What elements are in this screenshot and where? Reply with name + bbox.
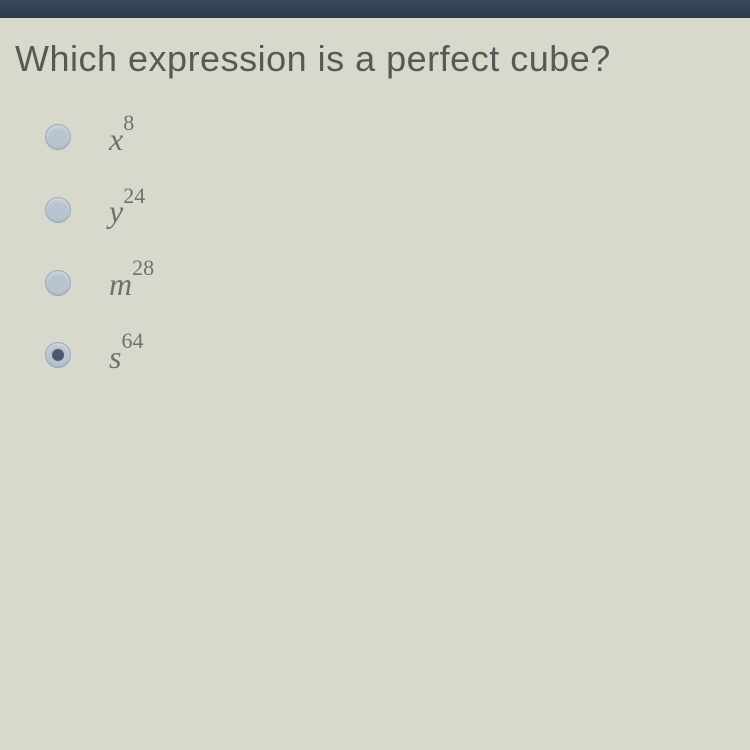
option-2[interactable]: y24: [45, 193, 735, 228]
expression-1: x8: [109, 120, 134, 155]
option-4[interactable]: s64: [45, 338, 735, 373]
base-3: m: [109, 268, 132, 300]
base-4: s: [109, 341, 121, 373]
radio-option-3[interactable]: [45, 270, 71, 296]
exponent-3: 28: [132, 255, 154, 280]
expression-2: y24: [109, 193, 145, 228]
radio-option-4[interactable]: [45, 342, 71, 368]
option-3[interactable]: m28: [45, 265, 735, 300]
radio-option-2[interactable]: [45, 197, 71, 223]
option-1[interactable]: x8: [45, 120, 735, 155]
expression-3: m28: [109, 265, 154, 300]
question-text: Which expression is a perfect cube?: [15, 38, 735, 80]
base-1: x: [109, 123, 123, 155]
options-group: x8 y24 m28 s64: [15, 120, 735, 373]
exponent-1: 8: [123, 110, 134, 135]
exponent-4: 64: [121, 328, 143, 353]
exponent-2: 24: [123, 183, 145, 208]
expression-4: s64: [109, 338, 143, 373]
top-bar: [0, 0, 750, 18]
radio-option-1[interactable]: [45, 124, 71, 150]
question-content: Which expression is a perfect cube? x8 y…: [0, 18, 750, 431]
base-2: y: [109, 195, 123, 227]
